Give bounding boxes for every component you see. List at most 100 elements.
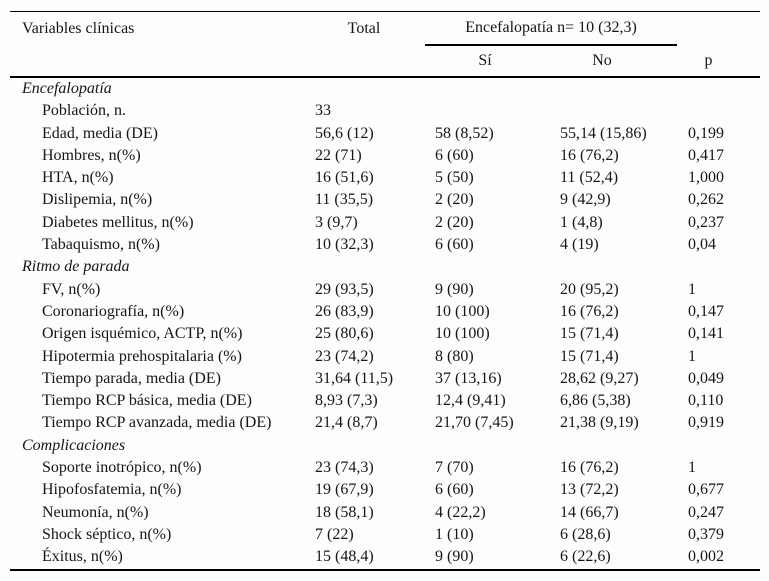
cell-total: 25 (80,6) — [315, 325, 374, 343]
cell-yes: 58 (8,52) — [435, 124, 494, 142]
cell-p: 0,417 — [688, 146, 724, 164]
cell-total: 3 (9,7) — [315, 213, 358, 231]
cell-no: 6,86 (5,38) — [560, 392, 631, 410]
column-group-header-encefalopatia: Encefalopatía n= 10 (32,3) — [425, 11, 677, 46]
table-row: Origen isquémico, ACTP, n(%) 25 (80,6) 10 … — [10, 323, 760, 345]
row-label: Tiempo RCP básica, media (DE) — [42, 392, 252, 410]
cell-yes: 6 (60) — [435, 146, 474, 164]
cell-no: 9 (42,9) — [560, 191, 611, 209]
section-label: Encefalopatía — [22, 80, 112, 97]
cell-no: 15 (71,4) — [560, 347, 619, 365]
clinical-variables-table-wrap: Variables clínicas Total Encefalopatía n… — [10, 11, 760, 571]
table-row: Dislipemia, n(%) 11 (35,5) 2 (20) 9 (42,9) 0… — [10, 189, 760, 211]
cell-p: 1 — [688, 459, 696, 477]
cell-total: 21,4 (8,7) — [315, 414, 378, 432]
row-label: Tiempo RCP avanzada, media (DE) — [42, 414, 272, 432]
row-label: Tiempo parada, media (DE) — [42, 369, 221, 387]
table-body: Encefalopatía Población, n. 33 Edad, media … — [10, 77, 760, 570]
cell-total: 10 (32,3) — [315, 236, 374, 254]
row-label: Soporte inotrópico, n(%) — [42, 459, 202, 477]
cell-total: 16 (51,6) — [315, 169, 374, 187]
section-label: Complicaciones — [22, 436, 126, 454]
clinical-variables-table: Variables clínicas Total Encefalopatía n… — [10, 11, 760, 571]
cell-yes: 12,4 (9,41) — [435, 392, 506, 410]
cell-p: 0,110 — [688, 392, 724, 410]
table-row: Población, n. 33 — [10, 100, 760, 122]
row-label: Dislipemia, n(%) — [42, 191, 153, 209]
cell-yes: 2 (20) — [435, 213, 474, 231]
column-header-p: p — [677, 45, 760, 78]
table-row: FV, n(%) 29 (93,5) 9 (90) 20 (95,2) 1 — [10, 279, 760, 301]
cell-p: 1 — [688, 280, 696, 298]
cell-yes: 4 (22,2) — [435, 503, 486, 521]
cell-total: 23 (74,3) — [315, 459, 374, 477]
cell-p: 0,262 — [688, 191, 724, 209]
table-row: Edad, media (DE) 56,6 (12) 58 (8,52) 55,14 … — [10, 123, 760, 145]
row-label: Coronariografía, n(%) — [42, 302, 185, 320]
table-row: Diabetes mellitus, n(%) 3 (9,7) 2 (20) 1 (4… — [10, 212, 760, 234]
row-label: Éxitus, n(%) — [42, 548, 123, 566]
cell-no: 16 (76,2) — [560, 459, 619, 477]
table-row: Soporte inotrópico, n(%) 23 (74,3) 7 (70) 1… — [10, 457, 760, 479]
row-label: Hipotermia prehospitalaria (%) — [42, 347, 242, 365]
table-row: Neumonía, n(%) 18 (58,1) 4 (22,2) 14 (66,7)… — [10, 502, 760, 524]
cell-yes — [425, 100, 545, 122]
cell-p: 0,04 — [688, 236, 716, 254]
cell-total: 18 (58,1) — [315, 503, 374, 521]
header-empty-total — [303, 45, 425, 78]
cell-yes: 6 (60) — [435, 481, 474, 499]
cell-yes: 1 (10) — [435, 525, 474, 543]
column-header-total: Total — [347, 19, 381, 37]
cell-total: 19 (67,9) — [315, 481, 374, 499]
table-row: Coronariografía, n(%) 26 (83,9) 10 (100) 16… — [10, 301, 760, 323]
table-row: Tiempo parada, media (DE) 31,64 (11,5) 37 … — [10, 368, 760, 390]
table-row: Hipofosfatemia, n(%) 19 (67,9) 6 (60) 13 (7… — [10, 479, 760, 501]
cell-total: 26 (83,9) — [315, 302, 374, 320]
table-row: Shock séptico, n(%) 7 (22) 1 (10) 6 (28,6) 0… — [10, 524, 760, 546]
cell-no: 6 (28,6) — [560, 525, 611, 543]
column-header-yes: Sí — [425, 45, 545, 78]
cell-yes: 10 (100) — [435, 302, 490, 320]
cell-yes: 6 (60) — [435, 236, 474, 254]
cell-p: 0,919 — [688, 414, 724, 432]
cell-total: 7 (22) — [315, 525, 354, 543]
column-header-no: No — [545, 45, 677, 78]
column-header-spacer — [677, 12, 760, 46]
cell-total: 56,6 (12) — [315, 124, 374, 142]
row-label: Shock séptico, n(%) — [42, 525, 172, 543]
header-row-2: Sí No p — [10, 45, 760, 78]
row-label: Población, n. — [42, 102, 126, 120]
row-label: HTA, n(%) — [42, 169, 114, 187]
cell-no: 4 (19) — [560, 236, 599, 254]
cell-total: 15 (48,4) — [315, 548, 374, 566]
cell-p: 0,379 — [688, 525, 724, 543]
cell-p: 0,147 — [688, 302, 724, 320]
cell-total: 29 (93,5) — [315, 280, 374, 298]
cell-p: 0,199 — [688, 124, 724, 142]
cell-no: 11 (52,4) — [560, 169, 619, 187]
cell-no: 13 (72,2) — [560, 481, 619, 499]
cell-yes: 2 (20) — [435, 191, 474, 209]
section-row: Encefalopatía — [10, 77, 760, 100]
cell-p: 0,002 — [688, 548, 724, 566]
cell-p: 0,677 — [688, 481, 724, 499]
cell-no: 21,38 (9,19) — [560, 414, 639, 432]
table-row: Tabaquismo, n(%) 10 (32,3) 6 (60) 4 (19) 0,0… — [10, 234, 760, 256]
row-label: Hombres, n(%) — [42, 146, 141, 164]
cell-no — [545, 100, 677, 122]
cell-total: 31,64 (11,5) — [315, 369, 394, 387]
cell-yes: 7 (70) — [435, 459, 474, 477]
row-label: Edad, media (DE) — [42, 124, 158, 142]
table-row: Tiempo RCP básica, media (DE) 8,93 (7,3) 1… — [10, 390, 760, 412]
cell-p — [677, 100, 760, 122]
cell-p: 0,237 — [688, 213, 724, 231]
cell-yes: 21,70 (7,45) — [435, 414, 514, 432]
cell-total: 23 (74,2) — [315, 347, 374, 365]
cell-yes: 10 (100) — [435, 325, 490, 343]
row-label: Origen isquémico, ACTP, n(%) — [42, 325, 243, 343]
cell-p: 1,000 — [688, 169, 724, 187]
table-row: Tiempo RCP avanzada, media (DE) 21,4 (8,7… — [10, 412, 760, 434]
row-label: Hipofosfatemia, n(%) — [42, 481, 182, 499]
cell-total: 33 — [315, 102, 331, 120]
